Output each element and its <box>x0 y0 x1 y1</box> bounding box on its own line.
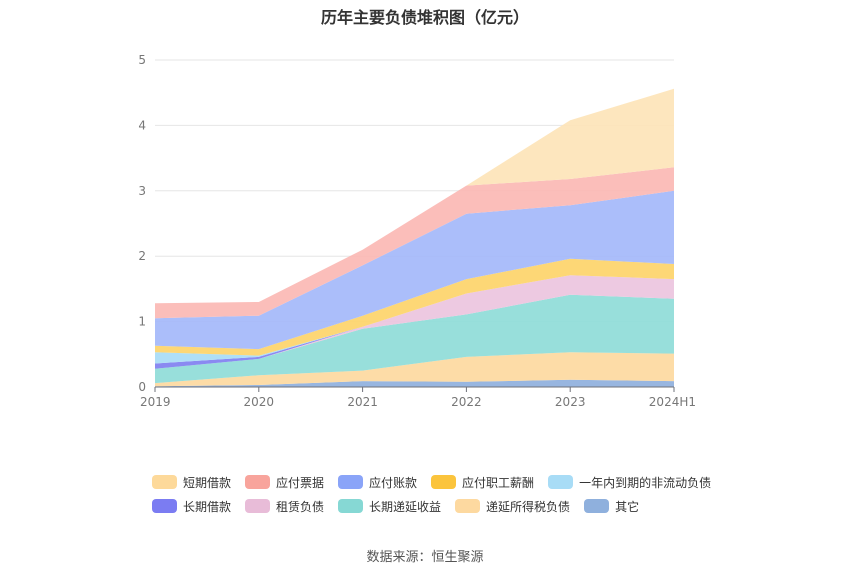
legend-swatch <box>455 499 481 513</box>
legend-item[interactable]: 长期借款 <box>152 498 231 515</box>
legend-item[interactable]: 其它 <box>584 498 639 515</box>
legend-label: 其它 <box>615 499 640 514</box>
area-series-0 <box>155 379 674 387</box>
legend-item[interactable]: 短期借款 <box>152 474 231 491</box>
axis-layer: 0 1 2 3 4 5 2019 2020 2021 2022 2023 2024H1 <box>138 53 696 409</box>
y-tick-label: 2 <box>138 249 146 263</box>
legend-item[interactable]: 应付票据 <box>245 474 324 491</box>
y-tick-label: 3 <box>138 184 146 198</box>
legend-row: 长期借款 租赁负债 长期递延收益 递延所得税负债 其它 <box>152 494 752 518</box>
legend-label: 租赁负债 <box>276 499 325 514</box>
y-tick-label: 1 <box>138 315 146 329</box>
x-tick-label: 2021 <box>347 395 378 409</box>
y-tick-label: 0 <box>138 380 146 394</box>
legend-label: 短期借款 <box>183 475 232 490</box>
x-tick-label: 2020 <box>244 395 275 409</box>
y-tick-label: 5 <box>138 53 146 67</box>
legend-swatch <box>152 499 177 513</box>
legend-item[interactable]: 递延所得税负债 <box>455 498 570 515</box>
legend-label: 长期借款 <box>183 499 232 514</box>
legend-swatch <box>338 475 364 489</box>
area-series-5 <box>155 275 674 364</box>
legend-label: 应付票据 <box>276 475 325 490</box>
chart-title: 历年主要负债堆积图（亿元） <box>320 8 529 27</box>
legend-label: 一年内到期的非流动负债 <box>579 475 712 490</box>
x-tick-label: 2023 <box>555 395 586 409</box>
legend-label: 长期递延收益 <box>369 499 442 514</box>
x-tick-label: 2019 <box>140 395 171 409</box>
area-series-3 <box>155 275 674 369</box>
legend-swatch <box>152 475 177 489</box>
legend-item[interactable]: 应付账款 <box>338 474 417 491</box>
legend-item[interactable]: 租赁负债 <box>245 498 324 515</box>
legend-row: 短期借款 应付票据 应付账款 应付职工薪酬 一年内到期的非流动负债 <box>152 470 752 494</box>
legend-label: 应付账款 <box>369 475 418 490</box>
area-series-2 <box>155 294 674 384</box>
area-layer <box>155 88 674 387</box>
area-series-8 <box>155 167 674 319</box>
area-series-6 <box>155 258 674 356</box>
area-series-9 <box>155 88 674 304</box>
y-tick-label: 4 <box>138 118 146 132</box>
area-series-7 <box>155 190 674 350</box>
legend-swatch <box>338 499 364 513</box>
x-tick-label: 2022 <box>451 395 482 409</box>
legend-swatch <box>431 475 457 489</box>
legend-swatch <box>584 499 610 513</box>
legend: 短期借款 应付票据 应付账款 应付职工薪酬 一年内到期的非流动负债长期借款 租赁负债 长期递… <box>152 470 752 518</box>
legend-label: 应付职工薪酬 <box>462 475 535 490</box>
legend-item[interactable]: 应付职工薪酬 <box>431 474 534 491</box>
legend-item[interactable]: 长期递延收益 <box>338 498 441 515</box>
legend-swatch <box>245 499 271 513</box>
data-source: 数据来源：恒生聚源 <box>366 550 484 565</box>
legend-label: 递延所得税负债 <box>486 499 571 514</box>
legend-swatch <box>548 475 574 489</box>
x-tick-label: 2024H1 <box>649 395 696 409</box>
legend-item[interactable]: 一年内到期的非流动负债 <box>548 474 711 491</box>
legend-swatch <box>245 475 271 489</box>
area-series-1 <box>155 352 674 387</box>
